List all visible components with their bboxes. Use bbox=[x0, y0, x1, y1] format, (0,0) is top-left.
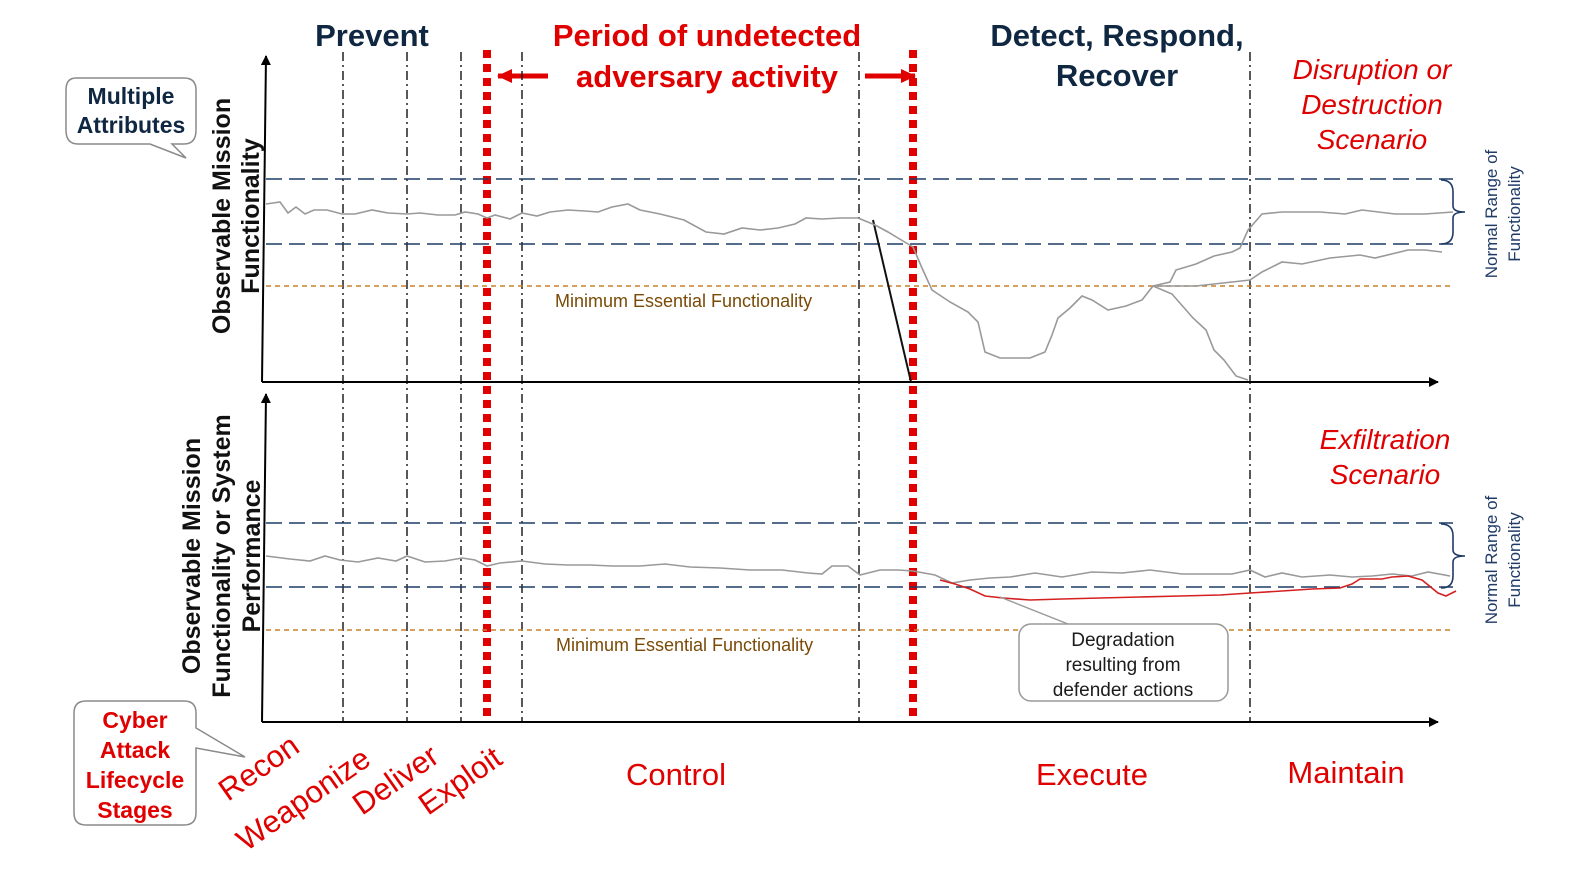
phase-detect-line2: Recover bbox=[1056, 58, 1178, 93]
top-scenario-line1: Disruption or bbox=[1293, 54, 1453, 85]
bottom-performance-trace bbox=[265, 555, 1451, 584]
bottom-scenario-line1: Exfiltration bbox=[1320, 424, 1451, 455]
degradation-callout-box bbox=[1018, 623, 1229, 702]
degradation-callout-pointer bbox=[999, 596, 1069, 625]
lifecycle-line4: Stages bbox=[97, 797, 172, 823]
lifecycle-stages-callout: Cyber Attack Lifecycle Stages bbox=[73, 700, 246, 826]
top-normal-range-line1: Normal Range of bbox=[1482, 149, 1501, 278]
top-panel: Minimum Essential Functionality Normal R… bbox=[260, 55, 1524, 387]
bottom-degradation-trace bbox=[939, 575, 1457, 601]
top-functionality-trace bbox=[265, 201, 858, 235]
phase-undetected-line1: Period of undetected bbox=[553, 18, 861, 53]
bottom-panel: Minimum Essential Functionality Normal R… bbox=[260, 393, 1524, 727]
top-scenario-line3: Scenario bbox=[1317, 124, 1428, 155]
bottom-min-essential-label: Minimum Essential Functionality bbox=[556, 635, 813, 655]
multiple-attributes-line1: Multiple bbox=[88, 83, 175, 109]
phase-detect-line1: Detect, Respond, bbox=[990, 18, 1243, 53]
bottom-scenario-line2: Scenario bbox=[1330, 459, 1441, 490]
top-normal-range-brace bbox=[1440, 179, 1466, 245]
top-scenario-line2: Destruction bbox=[1301, 89, 1443, 120]
bottom-y-axis bbox=[260, 393, 271, 723]
stage-dividers bbox=[342, 52, 1251, 722]
bottom-normal-range-brace bbox=[1440, 523, 1466, 589]
bottom-ylabel-line2: Functionality or System bbox=[208, 414, 236, 697]
phase-undetected-line2: adversary activity bbox=[576, 59, 839, 94]
top-recovery-trace-b bbox=[1153, 249, 1443, 287]
bottom-normal-range-line1: Normal Range of bbox=[1482, 495, 1501, 624]
lifecycle-line2: Attack bbox=[100, 737, 171, 763]
bottom-normal-range-line2: Functionality bbox=[1505, 512, 1524, 608]
multiple-attributes-line2: Attributes bbox=[77, 112, 186, 138]
phase-prevent: Prevent bbox=[315, 18, 429, 53]
phase-headers: Prevent Period of undetected adversary a… bbox=[315, 18, 1243, 94]
bottom-ylabel-line1: Observable Mission bbox=[178, 438, 206, 674]
lifecycle-stage-labels: Recon Weaponize Deliver Exploit Control … bbox=[212, 728, 1405, 858]
bottom-ylabel-line3: Performance bbox=[238, 479, 266, 632]
degradation-line1: Degradation bbox=[1071, 630, 1175, 651]
lifecycle-line3: Lifecycle bbox=[86, 767, 184, 793]
top-ylabel-line1: Observable Mission bbox=[208, 98, 236, 334]
top-normal-range-line2: Functionality bbox=[1505, 166, 1524, 262]
multiple-attributes-callout: Multiple Attributes bbox=[65, 77, 197, 159]
stage-control: Control bbox=[626, 757, 726, 792]
top-ylabel-line2: Functionality bbox=[237, 138, 265, 294]
top-recovery-trace-a bbox=[1152, 209, 1454, 287]
lifecycle-line1: Cyber bbox=[102, 707, 167, 733]
top-attack-drop-line bbox=[872, 219, 912, 383]
degradation-line3: defender actions bbox=[1053, 680, 1194, 701]
top-min-essential-label: Minimum Essential Functionality bbox=[555, 291, 812, 311]
stage-execute: Execute bbox=[1036, 757, 1148, 792]
top-impact-trace bbox=[857, 217, 1249, 381]
top-y-axis bbox=[260, 55, 271, 383]
stage-maintain: Maintain bbox=[1287, 755, 1404, 790]
degradation-line2: resulting from bbox=[1065, 655, 1180, 676]
